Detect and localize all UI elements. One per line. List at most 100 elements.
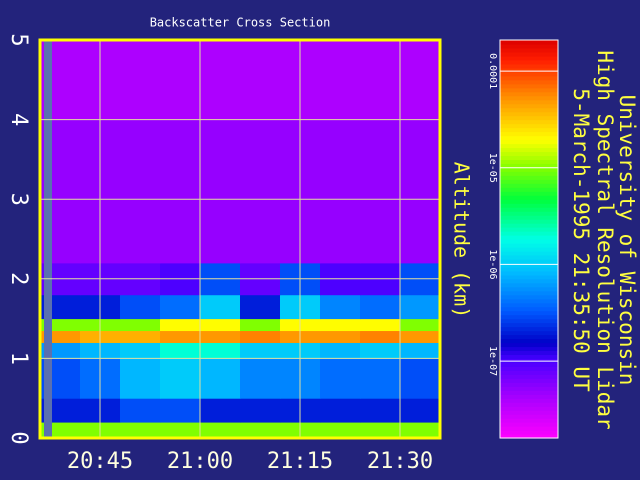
- colorbar-segment: [500, 382, 558, 387]
- y-tick-label: 1: [6, 352, 31, 365]
- colorbar-segment: [500, 282, 558, 288]
- colorbar-segment: [500, 175, 558, 180]
- colorbar-segment: [500, 55, 558, 61]
- colorbar-tick-label: 1e-07: [487, 346, 498, 376]
- heatmap-cell: [200, 119, 241, 200]
- colorbar-segment: [500, 402, 558, 407]
- heatmap-cell: [160, 318, 201, 332]
- colorbar-segment: [500, 298, 558, 304]
- missing-data-strip: [44, 40, 52, 438]
- colorbar-segment: [500, 318, 558, 324]
- heatmap-cell: [400, 294, 441, 320]
- colorbar-segment: [500, 290, 558, 296]
- side-text: High Spectral Resolution Lidar: [593, 50, 617, 429]
- colorbar-segment: [500, 386, 558, 391]
- colorbar-segment: [500, 278, 558, 284]
- heatmap-cell: [120, 398, 161, 423]
- heatmap-cell: [320, 318, 361, 332]
- colorbar-segment: [500, 314, 558, 320]
- heatmap-cell: [240, 40, 281, 121]
- heatmap-cell: [360, 342, 401, 359]
- heatmap-cell: [120, 40, 161, 121]
- colorbar-segment: [500, 342, 558, 348]
- colorbar-segment: [500, 354, 558, 359]
- colorbar-segment: [500, 83, 558, 89]
- heatmap-cell: [360, 398, 401, 423]
- colorbar-segment: [500, 426, 558, 431]
- colorbar-segment: [500, 362, 558, 367]
- colorbar-segment: [500, 310, 558, 316]
- colorbar-segment: [500, 235, 558, 240]
- heatmap-cell: [240, 294, 281, 320]
- colorbar-segment: [500, 123, 558, 129]
- colorbar-segment: [500, 199, 558, 204]
- colorbar-segment: [500, 167, 558, 172]
- heatmap-cell: [120, 330, 161, 343]
- colorbar-segment: [500, 43, 558, 49]
- heatmap-cell: [320, 422, 361, 439]
- side-text: University of Wisconsin: [615, 95, 639, 386]
- colorbar-segment: [500, 103, 558, 109]
- colorbar-segment: [500, 227, 558, 232]
- colorbar-segment: [500, 107, 558, 113]
- colorbar-segment: [500, 330, 558, 336]
- colorbar-segment: [500, 434, 558, 439]
- heatmap-cell: [400, 119, 441, 200]
- heatmap-cell: [320, 40, 361, 121]
- heatmap-cell: [360, 358, 401, 399]
- heatmap-cell: [360, 422, 401, 439]
- colorbar-segment: [500, 179, 558, 184]
- colorbar-segment: [500, 215, 558, 220]
- heatmap-cell: [400, 40, 441, 121]
- heatmap-cell: [320, 199, 361, 264]
- colorbar-segment: [500, 91, 558, 97]
- heatmap-cell: [240, 358, 281, 399]
- colorbar-segment: [500, 131, 558, 137]
- colorbar-segment: [500, 430, 558, 435]
- colorbar-segment: [500, 326, 558, 332]
- colorbar-segment: [500, 207, 558, 212]
- colorbar-segment: [500, 398, 558, 403]
- colorbar-segment: [500, 322, 558, 328]
- colorbar-segment: [500, 254, 558, 260]
- colorbar-segment: [500, 143, 558, 149]
- heatmap-cell: [160, 342, 201, 359]
- colorbar-segment: [500, 79, 558, 85]
- colorbar-segment: [500, 63, 558, 69]
- heatmap-cell: [400, 330, 441, 343]
- heatmap-cell: [240, 342, 281, 359]
- heatmap-cell: [160, 199, 201, 264]
- colorbar-segment: [500, 75, 558, 81]
- colorbar-border: [499, 39, 559, 439]
- colorbar-segment: [500, 187, 558, 192]
- colorbar-segment: [500, 286, 558, 292]
- heatmap-cell: [200, 199, 241, 264]
- heatmap-cell: [200, 342, 241, 359]
- heatmap-cell: [120, 119, 161, 200]
- colorbar-segment: [500, 422, 558, 427]
- colorbar-segment: [500, 370, 558, 375]
- side-text: 5-March-1995 21:35:50 UT: [569, 88, 593, 392]
- x-tick-label: 21:15: [267, 449, 333, 474]
- colorbar-segment: [500, 67, 558, 73]
- colorbar-segment: [500, 302, 558, 308]
- colorbar-segment: [500, 374, 558, 379]
- colorbar-segment: [500, 306, 558, 312]
- colorbar-segment: [500, 183, 558, 188]
- colorbar-segment: [500, 258, 558, 264]
- colorbar-tick-label: 0.0001: [487, 53, 498, 89]
- y-tick-label: 5: [6, 33, 31, 46]
- colorbar-segment: [500, 262, 558, 268]
- colorbar-segment: [500, 406, 558, 411]
- colorbar-segment: [500, 390, 558, 395]
- heatmap-cell: [160, 330, 201, 343]
- colorbar-segment: [500, 195, 558, 200]
- heatmap-cell: [200, 422, 241, 439]
- heatmap-cell: [200, 398, 241, 423]
- colorbar-segment: [500, 223, 558, 228]
- heatmap-cell: [120, 358, 161, 399]
- colorbar-segment: [500, 338, 558, 344]
- heatmap-cell: [200, 330, 241, 343]
- colorbar-segment: [500, 147, 558, 153]
